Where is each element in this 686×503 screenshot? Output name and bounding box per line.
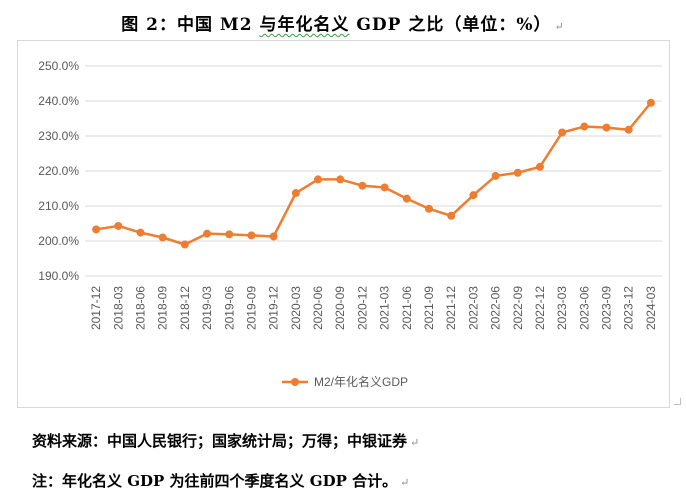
y-tick-label: 190.0% [38, 269, 79, 283]
x-tick-label: 2021-09 [422, 286, 436, 330]
data-point [92, 225, 101, 234]
data-point [269, 232, 278, 241]
source-note: 资料来源：中国人民银行；国家统计局；万得；中银证券 ↵ [32, 430, 419, 451]
data-point [558, 128, 567, 137]
x-tick-label: 2023-09 [600, 286, 614, 330]
data-point [380, 183, 389, 192]
data-point [447, 211, 456, 220]
y-tick-label: 220.0% [38, 164, 79, 178]
y-tick-label: 250.0% [38, 59, 79, 73]
data-point [491, 171, 500, 180]
data-point [580, 122, 589, 131]
x-tick-label: 2021-06 [400, 286, 414, 330]
data-point [114, 221, 123, 230]
chart-frame [17, 40, 670, 408]
x-tick-label: 2020-12 [355, 286, 369, 330]
frame-corner-mark [674, 398, 681, 405]
x-tick-label: 2019-09 [244, 286, 258, 330]
legend-label: M2/年化名义GDP [314, 374, 408, 389]
x-tick-label: 2022-12 [533, 286, 547, 330]
x-tick-label: 2020-03 [289, 286, 303, 330]
line-chart: 190.0% 200.0% 210.0% 220.0% 230.0% 240.0% 250.… [38, 59, 662, 389]
data-point [424, 204, 433, 213]
x-tick-label: 2021-03 [378, 286, 392, 330]
paragraph-mark-icon: ↵ [554, 20, 565, 33]
y-tick-label: 210.0% [38, 199, 79, 213]
data-point [136, 228, 145, 237]
x-tick-label: 2017-12 [89, 286, 103, 330]
data-point [535, 162, 544, 171]
x-tick-label: 2018-06 [133, 286, 147, 330]
data-point [469, 191, 478, 200]
x-tick-label: 2020-09 [333, 286, 347, 330]
x-tick-label: 2023-03 [555, 286, 569, 330]
x-tick-label: 2022-06 [489, 286, 503, 330]
y-tick-label: 240.0% [38, 94, 79, 108]
data-point [291, 189, 300, 198]
x-tick-label: 2019-06 [222, 286, 236, 330]
footnote-text: 注：年化名义 GDP 为往前四个季度名义 GDP 合计。 [32, 472, 398, 490]
data-point [602, 123, 611, 132]
data-point [247, 231, 256, 240]
title-part-3: GDP 之比（单位：%） [349, 15, 552, 35]
footnote: 注：年化名义 GDP 为往前四个季度名义 GDP 合计。 ↵ [32, 470, 409, 491]
x-tick-label: 2021-12 [444, 286, 458, 330]
x-tick-label: 2018-12 [178, 286, 192, 330]
x-tick-label: 2024-03 [644, 286, 658, 330]
data-point [624, 125, 633, 134]
data-point [402, 194, 411, 203]
x-tick-label: 2019-12 [267, 286, 281, 330]
paragraph-mark-icon: ↵ [410, 436, 420, 449]
data-point [336, 175, 345, 184]
x-tick-label: 2022-03 [466, 286, 480, 330]
x-tick-label: 2023-12 [622, 286, 636, 330]
x-tick-label: 2022-09 [511, 286, 525, 330]
y-tick-label: 230.0% [38, 129, 79, 143]
data-point [225, 230, 234, 239]
source-text: 资料来源：中国人民银行；国家统计局；万得；中银证券 [32, 432, 408, 450]
y-tick-label: 200.0% [38, 234, 79, 248]
x-tick-label: 2023-06 [577, 286, 591, 330]
data-point [358, 181, 367, 190]
title-part-1: 图 2：中国 M2 [121, 15, 260, 35]
paragraph-mark-icon: ↵ [400, 476, 410, 489]
data-point [314, 175, 323, 184]
x-tick-label: 2018-09 [156, 286, 170, 330]
x-tick-label: 2019-03 [200, 286, 214, 330]
data-point [180, 240, 189, 249]
data-point [158, 233, 167, 242]
data-point [646, 98, 655, 107]
x-tick-label: 2018-03 [111, 286, 125, 330]
legend-marker-icon [291, 378, 299, 386]
x-tick-label: 2020-06 [311, 286, 325, 330]
series-line [95, 101, 652, 246]
title-part-2: 与年化名义 [259, 15, 350, 35]
data-point [513, 168, 522, 177]
data-point [203, 229, 212, 238]
figure-title: 图 2：中国 M2 与年化名义 GDP 之比（单位：%） ↵ [0, 10, 686, 35]
